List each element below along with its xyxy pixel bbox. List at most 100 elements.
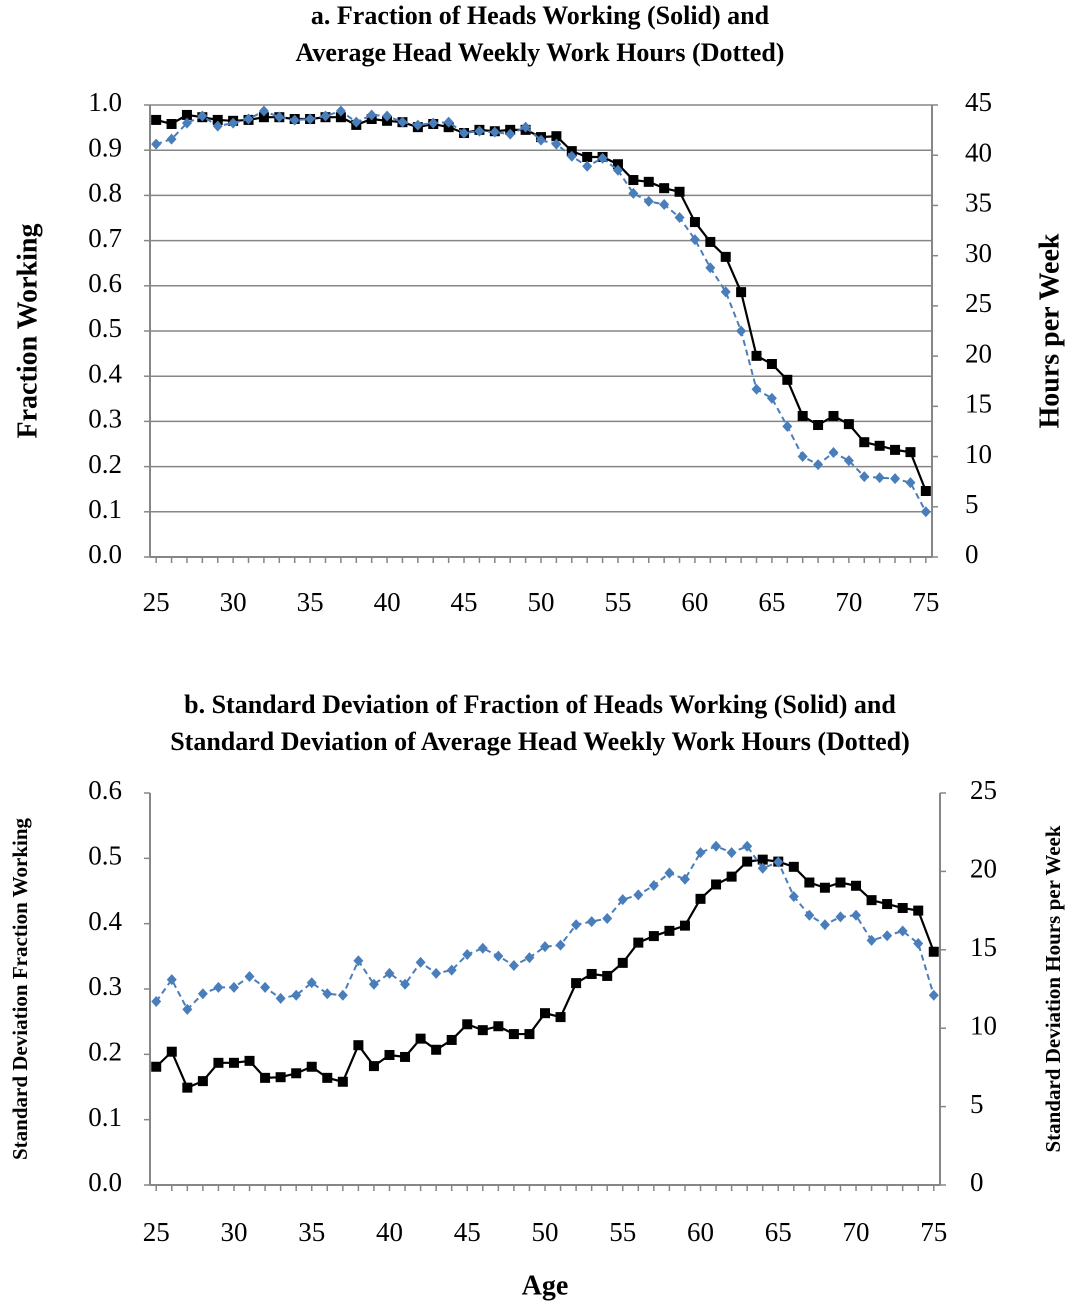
marker xyxy=(551,131,562,142)
y2-tick-label: 20 xyxy=(965,338,992,368)
marker xyxy=(788,890,799,902)
y-axis-label: Standard Deviation Fraction Working xyxy=(8,817,32,1160)
marker xyxy=(274,111,285,123)
x-tick-label: 25 xyxy=(143,1217,170,1247)
marker xyxy=(212,114,223,125)
marker xyxy=(384,1049,395,1060)
marker xyxy=(555,1012,566,1023)
marker xyxy=(882,899,893,910)
marker xyxy=(275,992,286,1004)
marker xyxy=(305,113,316,125)
marker xyxy=(890,473,901,485)
marker xyxy=(212,120,223,132)
y-tick-label: 0.5 xyxy=(88,313,122,343)
y2-axis-label: Hours per Week xyxy=(1034,233,1065,428)
marker xyxy=(905,477,916,489)
marker xyxy=(508,959,519,971)
marker xyxy=(882,930,893,942)
x-tick-label: 40 xyxy=(374,587,401,617)
marker xyxy=(306,977,317,989)
series-line xyxy=(155,845,935,1012)
marker xyxy=(151,1061,162,1072)
marker xyxy=(711,840,722,852)
marker xyxy=(819,919,830,931)
marker xyxy=(181,117,192,129)
marker xyxy=(166,133,177,145)
y2-tick-label: 35 xyxy=(965,188,992,218)
marker xyxy=(643,176,654,187)
marker xyxy=(757,854,768,865)
x-tick-label: 75 xyxy=(920,1217,947,1247)
marker xyxy=(477,1025,488,1036)
marker xyxy=(659,183,670,194)
marker xyxy=(736,287,747,298)
marker xyxy=(322,988,333,1000)
x-tick-label: 35 xyxy=(297,587,324,617)
y-tick-label: 0.6 xyxy=(88,775,122,805)
y2-tick-label: 0 xyxy=(970,1167,984,1197)
x-tick-label: 45 xyxy=(451,587,478,617)
marker xyxy=(720,286,731,298)
chart-title: a. Fraction of Heads Working (Solid) and xyxy=(311,1,770,30)
y2-tick-label: 0 xyxy=(965,539,979,569)
y-tick-label: 0.0 xyxy=(88,1167,122,1197)
marker xyxy=(260,1072,271,1083)
marker xyxy=(689,234,700,246)
y-tick-label: 0.5 xyxy=(88,841,122,871)
y-tick-label: 0.4 xyxy=(88,358,122,388)
marker xyxy=(773,856,784,868)
marker xyxy=(366,109,377,121)
marker xyxy=(797,451,808,463)
marker xyxy=(151,114,162,125)
marker xyxy=(602,970,613,981)
marker xyxy=(351,116,362,128)
marker xyxy=(705,262,716,274)
marker xyxy=(859,437,870,448)
marker xyxy=(244,970,255,982)
marker xyxy=(260,981,271,993)
marker xyxy=(711,879,722,890)
marker xyxy=(400,978,411,990)
y2-axis-label: Standard Deviation Hours per Week xyxy=(1041,825,1065,1152)
marker xyxy=(859,471,870,483)
marker xyxy=(415,1033,426,1044)
marker xyxy=(151,138,162,150)
y-tick-label: 0.2 xyxy=(88,1037,122,1067)
y2-tick-label: 30 xyxy=(965,238,992,268)
marker xyxy=(412,119,423,131)
y2-tick-label: 15 xyxy=(965,389,992,419)
x-tick-label: 30 xyxy=(220,587,247,617)
marker xyxy=(166,118,177,129)
x-tick-label: 70 xyxy=(843,1217,870,1247)
x-tick-label: 60 xyxy=(687,1217,714,1247)
marker xyxy=(582,160,593,172)
marker xyxy=(197,988,208,1000)
marker xyxy=(890,444,901,455)
marker xyxy=(757,862,768,874)
y-tick-label: 0.2 xyxy=(88,449,122,479)
x-tick-label: 30 xyxy=(220,1217,247,1247)
y-tick-label: 0.0 xyxy=(88,539,122,569)
y2-tick-label: 10 xyxy=(970,1010,997,1040)
marker xyxy=(913,905,924,916)
marker xyxy=(804,877,815,888)
marker xyxy=(291,1068,302,1079)
marker xyxy=(819,882,830,893)
marker xyxy=(493,950,504,962)
marker xyxy=(866,934,877,946)
marker xyxy=(337,1076,348,1087)
marker xyxy=(258,112,269,123)
x-tick-label: 70 xyxy=(835,587,862,617)
marker xyxy=(489,126,500,138)
x-tick-label: 25 xyxy=(143,587,170,617)
chart-title: b. Standard Deviation of Fraction of Hea… xyxy=(184,690,896,719)
marker xyxy=(524,952,535,964)
marker xyxy=(897,925,908,937)
y-tick-label: 0.8 xyxy=(88,178,122,208)
y2-tick-label: 25 xyxy=(965,288,992,318)
x-tick-label: 55 xyxy=(604,587,631,617)
marker xyxy=(679,920,690,931)
marker xyxy=(628,175,639,186)
marker xyxy=(751,350,762,361)
marker xyxy=(628,187,639,199)
